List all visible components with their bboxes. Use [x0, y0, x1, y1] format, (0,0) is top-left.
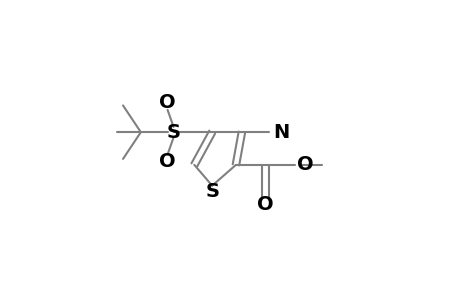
Text: O: O	[159, 152, 175, 171]
Text: O: O	[159, 93, 175, 112]
Text: S: S	[166, 123, 180, 142]
Text: O: O	[296, 155, 313, 174]
Text: N: N	[273, 123, 289, 142]
Text: S: S	[205, 182, 218, 201]
Text: O: O	[257, 196, 274, 214]
